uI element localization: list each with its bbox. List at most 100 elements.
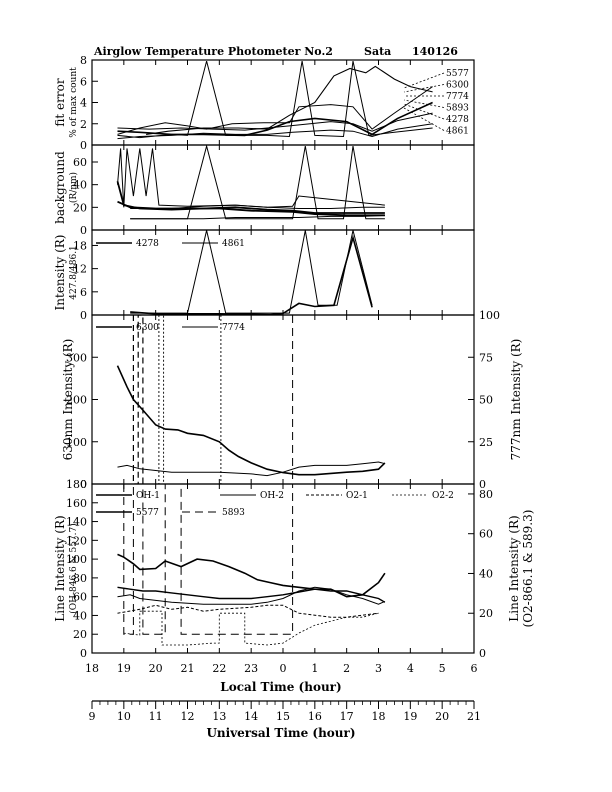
local-time-tick-label: 0 — [280, 662, 287, 675]
intensity_630_777-right-ytick-label: 25 — [479, 436, 493, 449]
legend-label-O2-1: O2-1 — [346, 491, 368, 501]
line_intensity-series-o21 — [117, 604, 379, 618]
legend-label-7774: 7774 — [222, 323, 245, 333]
universal-time-tick-label: 15 — [276, 710, 290, 723]
fit_error-series-4278 — [117, 123, 433, 140]
intensity_427-ylabel-sub: 427.8/486.1 — [69, 245, 79, 300]
legend-label-4861: 4861 — [222, 239, 245, 249]
legend-label-5577: 5577 — [136, 508, 159, 518]
fit_error-series — [117, 60, 433, 140]
line_intensity-ytick-label: 180 — [66, 478, 87, 491]
local-time-tick-label: 3 — [375, 662, 382, 675]
fit-legend-4861: 4861 — [446, 127, 469, 137]
background-ylabel-sub: (R/nm) — [68, 172, 79, 203]
universal-time-tick-label: 14 — [244, 710, 258, 723]
background-series-5577 — [117, 148, 385, 208]
universal-time-label: Universal Time (hour) — [206, 726, 355, 740]
universal-time-tick-label: 11 — [149, 710, 163, 723]
fit_error-ytick-label: 6 — [80, 75, 87, 88]
line_intensity-ytick-label: 120 — [66, 534, 87, 547]
intensity_630_777-ytick-label: 200 — [66, 394, 87, 407]
legend-label-6300: 6300 — [136, 323, 159, 333]
date-label: 140126 — [412, 45, 458, 58]
intensity_427-series-4861 — [130, 230, 373, 314]
intensity_427-ytick-label: 0 — [80, 309, 87, 322]
fit_error-series-5577 — [146, 65, 433, 135]
line_intensity-ytick-label: 140 — [66, 516, 87, 529]
universal-time-tick-label: 19 — [403, 710, 417, 723]
line_intensity-right-ytick-label: 20 — [479, 607, 493, 620]
fit_error-ytick-label: 0 — [80, 139, 87, 152]
local-time-tick-label: 20 — [149, 662, 163, 675]
universal-time-tick-label: 13 — [212, 710, 226, 723]
intensity_630_777-series-6300 — [116, 365, 386, 476]
line_intensity-ylabel-right: Line Intensity (R) — [507, 515, 521, 621]
line_intensity-series-oh1 — [117, 553, 386, 598]
panel-background: background (R/nm) — [53, 144, 475, 231]
line_intensity-ytick-label: 20 — [73, 628, 87, 641]
line_intensity-ytick-label: 0 — [80, 647, 87, 660]
background-ytick-label: 60 — [73, 156, 87, 169]
fit-legend-leader-5577 — [403, 72, 445, 89]
panel-fit_error: fit error% of max count — [53, 59, 475, 146]
background-ylabel: background — [53, 151, 67, 224]
fit_error-ylabel-sub: % of max count — [69, 67, 79, 138]
intensity_630_777-frame — [91, 314, 475, 485]
intensity_427-ytick-label: 12 — [73, 263, 87, 276]
intensity_630_777-right-ytick-label: 0 — [479, 478, 486, 491]
local-time-tick-label: 21 — [181, 662, 195, 675]
local-time-tick-label: 5 — [439, 662, 446, 675]
fit_error-ytick-label: 2 — [80, 118, 87, 131]
intensity_630_777-ytick-label: 300 — [66, 351, 87, 364]
line_intensity-ylabel: Line Intensity (R) — [53, 515, 67, 621]
background-ytick-label: 20 — [73, 201, 87, 214]
intensity_427-ytick-label: 6 — [80, 286, 87, 299]
universal-time-tick-label: 20 — [435, 710, 449, 723]
legend-label-4278: 4278 — [136, 239, 159, 249]
fit_error-ytick-label: 4 — [80, 97, 87, 110]
fit_error-ylabel: fit error — [53, 78, 67, 126]
intensity_630_777-right-ytick-label: 100 — [479, 309, 500, 322]
fit_error-series-5893 — [117, 112, 433, 132]
line_intensity-right-ytick-label: 0 — [479, 647, 486, 660]
background-series-5893 — [130, 204, 385, 209]
intensity_427-ytick-label: 18 — [73, 239, 87, 252]
line_intensity-series-o22 — [123, 610, 379, 646]
fit-legend-6300: 6300 — [446, 81, 469, 91]
intensity_630_777-ylabel-right: 777nm Intensity (R) — [509, 339, 523, 461]
line_intensity-series-5893 — [123, 484, 294, 635]
line_intensity-ylabel-right-sub: (O2-866.1 & 589.3) — [521, 510, 535, 628]
legend-label-O2-2: O2-2 — [432, 491, 454, 501]
local-time-tick-label: 4 — [407, 662, 414, 675]
legend-label-OH-1: OH-1 — [136, 491, 160, 501]
intensity_427-series — [130, 230, 373, 315]
panel-line_intensity: Line Intensity (R) (OH-846.6 & 557.7) Line… — [53, 483, 535, 654]
fit_error-series-4861 — [117, 60, 433, 139]
fit-legend-4278: 4278 — [446, 115, 469, 125]
background-series-7774 — [117, 200, 385, 217]
universal-time-tick-label: 21 — [467, 710, 481, 723]
legend-label-OH-2: OH-2 — [260, 491, 284, 501]
line_intensity-ytick-label: 40 — [73, 609, 87, 622]
intensity_630_777-ytick-label: 0 — [80, 478, 87, 491]
line_intensity-ytick-label: 100 — [66, 553, 87, 566]
line_intensity-series-oh2 — [117, 586, 386, 605]
universal-time-tick-label: 18 — [372, 710, 386, 723]
intensity_630_777-series-7774gaps — [158, 315, 222, 484]
universal-time-tick-label: 12 — [181, 710, 195, 723]
line_intensity-ytick-label: 160 — [66, 497, 87, 510]
line_intensity-right-ytick-label: 40 — [479, 567, 493, 580]
fit-legend-leader-5893 — [403, 99, 445, 108]
background-series-4861 — [130, 145, 385, 220]
intensity_630_777-series — [116, 315, 386, 484]
fit-legend-leader-6300 — [403, 84, 445, 93]
intensity_630_777-right-ytick-label: 50 — [479, 394, 493, 407]
local-time-label: Local Time (hour) — [220, 680, 341, 694]
site-label: Sata — [364, 45, 391, 58]
line_intensity-series — [117, 484, 386, 646]
intensity_630_777-ylabel: 630nm Intensity (R) — [61, 339, 75, 461]
background-ytick-label: 0 — [80, 224, 87, 237]
intensity_630_777-series-7774 — [117, 461, 386, 477]
